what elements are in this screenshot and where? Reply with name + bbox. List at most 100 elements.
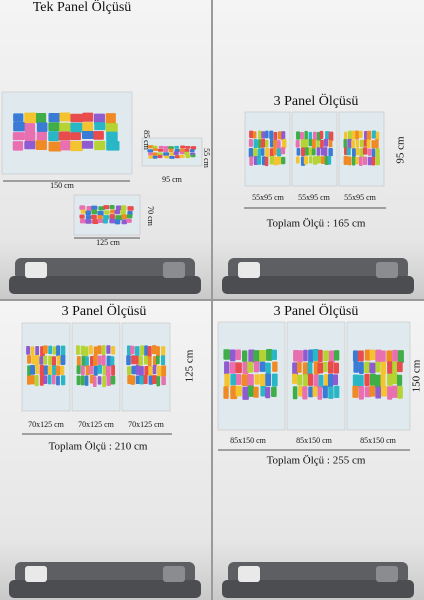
map-region — [88, 345, 93, 355]
map-region — [318, 349, 323, 363]
map-region — [355, 156, 360, 165]
dimension: 55 cm — [202, 148, 211, 169]
map-region — [351, 130, 357, 140]
map-region — [115, 205, 123, 211]
map-region — [371, 130, 377, 139]
dimension: 125 cm — [184, 349, 196, 382]
map-region — [12, 141, 24, 151]
map-region — [280, 147, 286, 155]
map-region — [348, 130, 353, 140]
map-region — [366, 130, 372, 141]
pillow — [25, 262, 47, 278]
dimension: 125 cm — [96, 238, 121, 247]
dimension: 150 cm — [50, 181, 75, 190]
map-region — [332, 374, 339, 386]
map-region — [241, 374, 248, 386]
map-region — [303, 374, 309, 387]
map-region — [110, 375, 116, 385]
map-region — [94, 140, 106, 151]
map-region — [70, 122, 83, 133]
map-region — [312, 156, 318, 165]
map-region — [296, 131, 301, 140]
map-panels — [1, 91, 414, 598]
dimension: 70 cm — [146, 206, 155, 227]
map-region — [109, 214, 115, 219]
pillow — [238, 262, 260, 278]
map-region — [375, 156, 380, 166]
map-region — [76, 365, 81, 375]
map-region — [325, 131, 330, 140]
map-region — [126, 366, 132, 375]
map-region — [253, 148, 258, 158]
map-region — [56, 345, 61, 357]
map-region — [295, 139, 300, 148]
map-region — [130, 375, 136, 385]
map-region — [367, 148, 372, 156]
map-region — [351, 156, 356, 166]
map-region — [396, 361, 403, 373]
map-region — [143, 374, 148, 385]
map-region — [317, 386, 323, 400]
map-region — [386, 350, 393, 363]
map-region — [120, 205, 127, 211]
map-region — [82, 122, 94, 133]
map-region — [39, 364, 45, 376]
map-region — [269, 130, 274, 140]
map-region — [241, 350, 248, 362]
title: 3 Panel Ölçüsü — [62, 302, 147, 319]
map-region — [235, 385, 242, 397]
map-region — [328, 139, 333, 148]
map-region — [308, 386, 314, 398]
map-region — [328, 386, 334, 399]
map-region — [94, 122, 106, 131]
map-region — [320, 139, 324, 150]
map-region — [303, 349, 308, 362]
map-region — [352, 350, 359, 362]
map-region — [364, 373, 370, 386]
map-region — [106, 345, 111, 354]
map-region — [323, 361, 328, 373]
map-region — [253, 386, 259, 398]
map-region — [292, 386, 298, 400]
map-region — [97, 215, 103, 221]
map-region — [39, 374, 44, 386]
map-region — [391, 385, 398, 398]
total: Toplam Ölçü : 210 cm — [49, 441, 148, 453]
map-region — [235, 362, 242, 374]
map-region — [48, 131, 59, 142]
map-region — [261, 131, 266, 139]
map-region — [169, 155, 175, 159]
map-region — [311, 148, 316, 156]
map-region — [273, 156, 278, 166]
map-region — [102, 365, 107, 376]
map-region — [36, 122, 48, 132]
map-region — [190, 146, 197, 150]
map-region — [131, 355, 136, 365]
map-region — [253, 361, 260, 373]
map-region — [152, 145, 158, 149]
map-region — [380, 350, 386, 362]
map-region — [223, 386, 229, 399]
map-region — [97, 355, 102, 365]
map-region — [277, 131, 283, 140]
map-region — [266, 349, 273, 361]
map-region — [323, 350, 330, 361]
map-region — [163, 148, 169, 153]
map-region — [358, 130, 363, 139]
map-region — [369, 373, 376, 386]
map-region — [313, 374, 319, 389]
pillow — [376, 262, 398, 278]
map-region — [253, 350, 260, 362]
map-region — [260, 139, 266, 148]
map-region — [357, 350, 364, 362]
map-region — [31, 355, 36, 364]
map-region — [374, 374, 382, 388]
map-region — [127, 206, 134, 211]
map-region — [248, 138, 253, 147]
map-region — [103, 205, 110, 210]
map-region — [156, 346, 160, 358]
map-region — [224, 373, 230, 387]
title: 3 Panel Ölçüsü — [274, 92, 359, 109]
map-region — [106, 375, 112, 386]
map-region — [169, 152, 175, 156]
